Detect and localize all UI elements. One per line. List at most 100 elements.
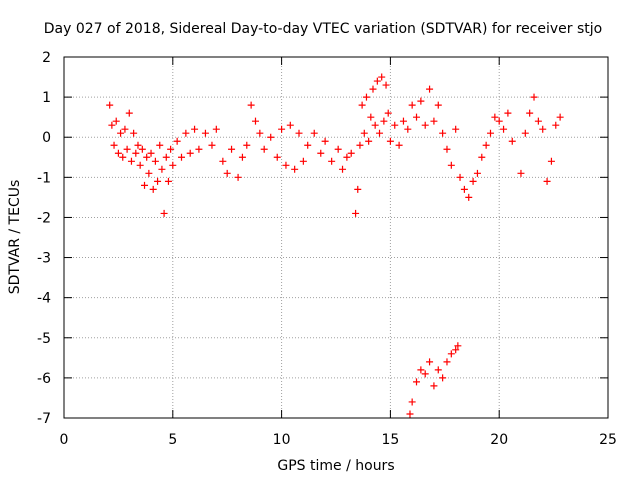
data-point-marker xyxy=(186,149,194,157)
data-point-marker xyxy=(291,165,299,173)
data-point-marker xyxy=(447,161,455,169)
data-point-marker xyxy=(138,145,146,153)
data-point-marker xyxy=(508,137,516,145)
data-point-marker xyxy=(454,342,462,350)
x-tick-label: 15 xyxy=(381,432,399,448)
data-point-marker xyxy=(201,129,209,137)
data-point-marker xyxy=(517,169,525,177)
data-point-marker xyxy=(343,153,351,161)
data-point-marker xyxy=(452,125,460,133)
data-point-marker xyxy=(156,141,164,149)
data-point-marker xyxy=(267,133,275,141)
data-point-marker xyxy=(539,125,547,133)
data-point-marker xyxy=(243,141,251,149)
data-point-marker xyxy=(426,358,434,366)
x-tick-label: 0 xyxy=(60,432,69,448)
data-point-marker xyxy=(223,169,231,177)
x-tick-label: 25 xyxy=(599,432,617,448)
plot-frame xyxy=(63,56,609,419)
y-tick-label: -2 xyxy=(37,210,51,226)
data-point-marker xyxy=(356,141,364,149)
data-point-marker xyxy=(404,125,412,133)
data-point-marker xyxy=(256,129,264,137)
data-point-marker xyxy=(421,370,429,378)
data-point-marker xyxy=(154,177,162,185)
data-point-marker xyxy=(426,85,434,93)
data-point-marker xyxy=(286,121,294,129)
x-tick-label: 10 xyxy=(273,432,291,448)
data-points xyxy=(106,73,564,418)
data-point-marker xyxy=(430,382,438,390)
y-tick-label: -1 xyxy=(37,170,51,186)
data-point-marker xyxy=(482,141,490,149)
data-point-marker xyxy=(373,77,381,85)
data-point-marker xyxy=(382,81,390,89)
data-point-marker xyxy=(354,185,362,193)
data-point-marker xyxy=(380,117,388,125)
data-point-marker xyxy=(473,169,481,177)
data-point-marker xyxy=(317,149,325,157)
data-point-marker xyxy=(130,129,138,137)
data-point-marker xyxy=(158,165,166,173)
data-point-marker xyxy=(408,101,416,109)
data-point-marker xyxy=(278,125,286,133)
data-point-marker xyxy=(378,73,386,81)
data-point-marker xyxy=(339,165,347,173)
data-point-marker xyxy=(365,137,373,145)
y-tick-label: -5 xyxy=(37,331,51,347)
data-point-marker xyxy=(547,157,555,165)
y-tick-label: 1 xyxy=(42,90,51,106)
data-point-marker xyxy=(417,97,425,105)
data-point-marker xyxy=(371,121,379,129)
data-point-marker xyxy=(439,374,447,382)
data-point-marker xyxy=(367,113,375,121)
data-point-marker xyxy=(534,117,542,125)
y-tick-label: -4 xyxy=(37,291,51,307)
data-point-marker xyxy=(408,398,416,406)
y-tick-label: 2 xyxy=(42,50,51,66)
data-point-marker xyxy=(395,141,403,149)
y-tick-label: 0 xyxy=(42,130,51,146)
data-point-marker xyxy=(134,141,142,149)
data-point-marker xyxy=(108,121,116,129)
data-point-marker xyxy=(208,141,216,149)
data-point-marker xyxy=(369,85,377,93)
data-point-marker xyxy=(491,113,499,121)
data-point-marker xyxy=(334,145,342,153)
data-point-marker xyxy=(212,125,220,133)
y-axis-label: SDTVAR / TECUs xyxy=(7,180,23,295)
y-tick-label: -3 xyxy=(37,251,51,267)
data-point-marker xyxy=(504,109,512,117)
data-point-marker xyxy=(238,153,246,161)
data-point-marker xyxy=(434,101,442,109)
x-tick-label: 20 xyxy=(490,432,508,448)
data-point-marker xyxy=(500,125,508,133)
data-point-marker xyxy=(386,137,394,145)
data-point-marker xyxy=(273,153,281,161)
data-point-marker xyxy=(151,157,159,165)
data-point-marker xyxy=(106,101,114,109)
data-point-marker xyxy=(149,185,157,193)
data-point-marker xyxy=(119,153,127,161)
data-point-marker xyxy=(358,101,366,109)
x-tick-label: 5 xyxy=(168,432,177,448)
data-point-marker xyxy=(399,117,407,125)
data-point-marker xyxy=(123,145,131,153)
data-point-marker xyxy=(465,193,473,201)
y-tick-label: -7 xyxy=(37,411,51,427)
data-point-marker xyxy=(295,129,303,137)
data-point-marker xyxy=(299,157,307,165)
data-point-marker xyxy=(260,145,268,153)
y-tick-labels: 2 1 0 -1 -2 -3 -4 -5 -6 -7 xyxy=(37,50,51,427)
data-point-marker xyxy=(328,157,336,165)
data-point-marker xyxy=(143,153,151,161)
data-point-marker xyxy=(147,149,155,157)
data-point-marker xyxy=(282,161,290,169)
data-point-marker xyxy=(219,157,227,165)
data-point-marker xyxy=(145,169,153,177)
data-point-marker xyxy=(195,145,203,153)
data-point-marker xyxy=(521,129,529,137)
data-point-marker xyxy=(125,109,133,117)
